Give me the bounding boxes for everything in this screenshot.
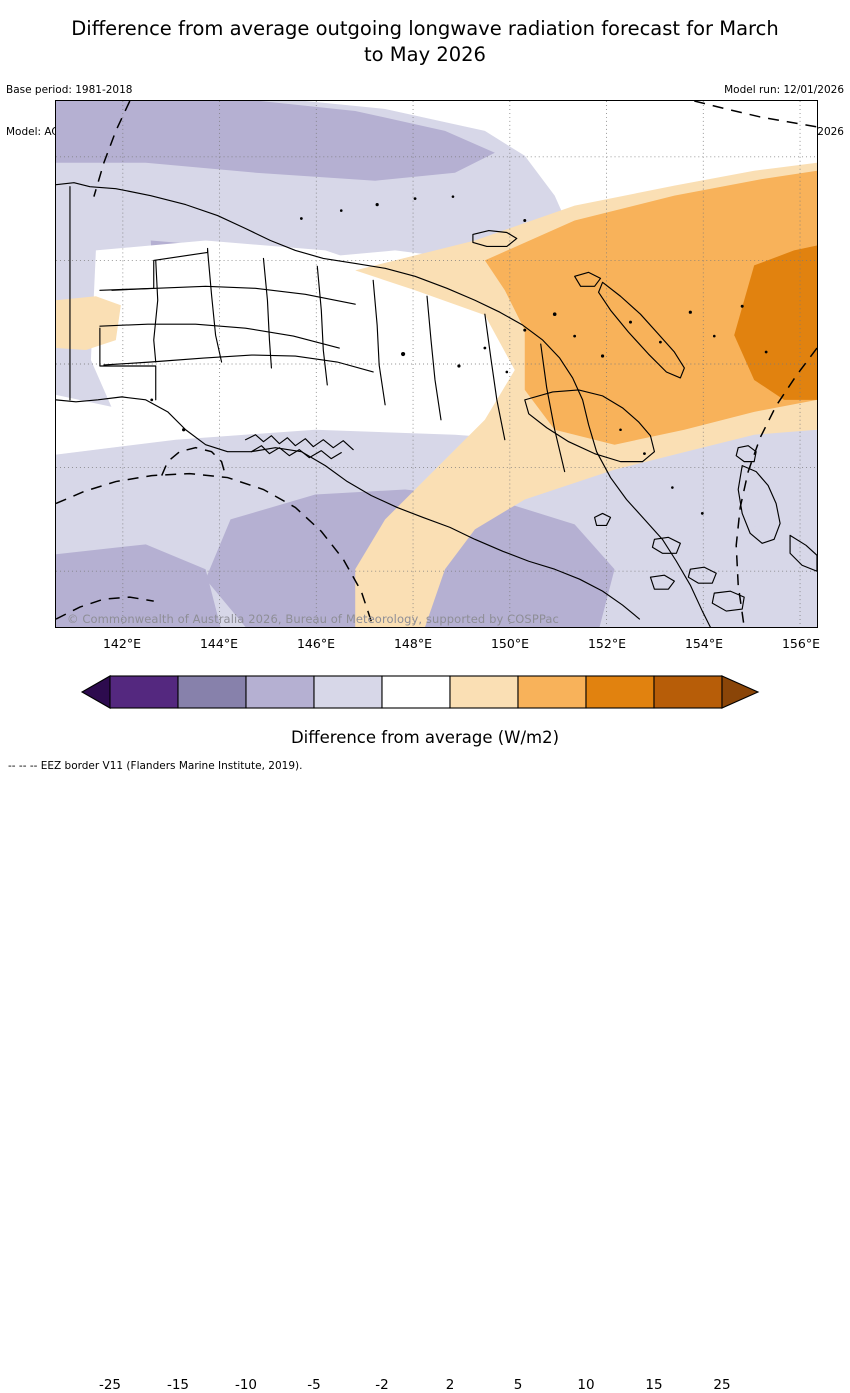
- x-tick-156e: 156°E: [781, 636, 820, 651]
- x-tick-154e: 154°E: [684, 636, 723, 651]
- colorbar-tick--5: -5: [307, 1377, 321, 1393]
- colorbar-tick-10: 10: [577, 1377, 595, 1393]
- model-run-label: Model run: 12/01/2026: [724, 84, 844, 96]
- colorbar-band-below-25: [80, 675, 111, 709]
- colorbar-band-25-15: [109, 675, 179, 709]
- colorbar-band-5-10: [517, 675, 587, 709]
- colorbar-tick-25: 25: [713, 1377, 731, 1393]
- base-period-label: Base period: 1981-2018: [6, 84, 133, 96]
- x-tick-142e: 142°E: [102, 636, 141, 651]
- colorbar-tick-5: 5: [513, 1377, 523, 1393]
- page-title: Difference from average outgoing longwav…: [71, 17, 779, 66]
- colorbar-swatches: [80, 675, 760, 709]
- colorbar-band-15-10: [177, 675, 247, 709]
- x-tick-146e: 146°E: [296, 636, 335, 651]
- x-tick-144e: 144°E: [199, 636, 238, 651]
- eez-footnote: -- -- -- EEZ border V11 (Flanders Marine…: [8, 760, 303, 772]
- colorbar-tick--2: -2: [375, 1377, 389, 1393]
- colorbar-tick-15: 15: [645, 1377, 663, 1393]
- colorbar-tick--15: -15: [166, 1377, 190, 1393]
- map-canvas: [56, 101, 817, 627]
- colorbar-tick-2: 2: [445, 1377, 455, 1393]
- x-tick-148e: 148°E: [393, 636, 432, 651]
- colorbar-band-10-15: [585, 675, 655, 709]
- colorbar: -25 -15 -10 -5 -2 2 5 10 15 25: [0, 672, 850, 1393]
- colorbar-band-10-5: [245, 675, 315, 709]
- colorbar-band-15-25: [653, 675, 723, 709]
- colorbar-band-5-2: [313, 675, 383, 709]
- x-tick-150e: 150°E: [490, 636, 529, 651]
- colorbar-band-2-2: [381, 675, 451, 709]
- map-copyright: © Commonwealth of Australia 2026, Bureau…: [67, 612, 559, 626]
- colorbar-band-2-5: [449, 675, 519, 709]
- x-tick-152e: 152°E: [587, 636, 626, 651]
- forecast-map: © Commonwealth of Australia 2026, Bureau…: [55, 100, 818, 628]
- colorbar-band-above-25: [721, 675, 760, 709]
- colorbar-tick--25: -25: [98, 1377, 122, 1393]
- colorbar-title: Difference from average (W/m2): [290, 728, 560, 747]
- colorbar-tick--10: -10: [234, 1377, 258, 1393]
